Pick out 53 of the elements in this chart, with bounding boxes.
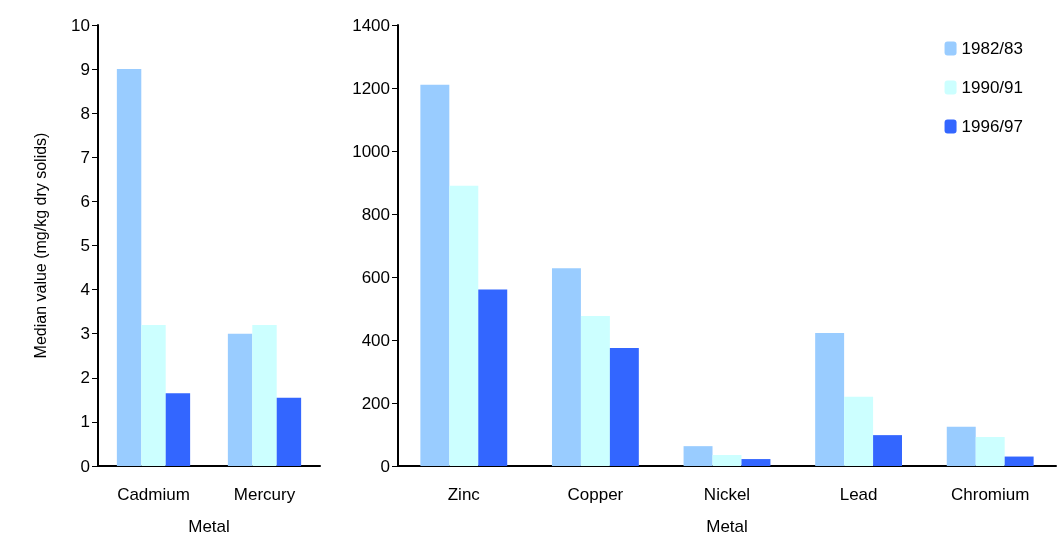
bar: [276, 397, 302, 466]
x-tick-label: Chromium: [951, 485, 1030, 504]
y-tick-label: 1000: [352, 141, 390, 161]
y-tick-label: 3: [80, 324, 90, 344]
bar: [609, 347, 639, 466]
x-tick-label: Nickel: [703, 485, 751, 504]
y-tick-label: 200: [361, 393, 390, 413]
x-tick-label: Lead: [839, 485, 878, 504]
x-tick-label: Copper: [567, 485, 624, 504]
y-tick-label: 9: [80, 59, 90, 79]
y-tick-label: 2: [80, 368, 90, 388]
y-tick-label: 1: [80, 412, 90, 432]
y-tick-label: 7: [80, 147, 90, 167]
bar: [449, 185, 479, 466]
bar: [580, 316, 610, 466]
bar: [815, 333, 845, 466]
y-tick-label: 0: [80, 456, 90, 476]
bar: [420, 84, 450, 466]
y-tick-label: 400: [361, 330, 390, 350]
x-tick-label: Zinc: [447, 485, 481, 504]
y-tick-label: 600: [361, 267, 390, 287]
y-tick-label: 4: [80, 280, 90, 300]
x-tick-label: Mercury: [233, 485, 296, 504]
x-axis-title: Metal: [188, 517, 230, 536]
y-tick-label: 1400: [352, 15, 390, 35]
y-tick-label: 8: [80, 103, 90, 123]
y-tick-label: 10: [71, 15, 90, 35]
bar: [975, 437, 1005, 466]
y-tick-label: 0: [380, 456, 390, 476]
x-axis-title: Metal: [706, 517, 748, 536]
legend-label: 1996/97: [961, 117, 1023, 136]
bar: [712, 454, 742, 466]
bar: [1004, 456, 1034, 466]
legend-label: 1990/91: [961, 78, 1023, 97]
bar: [227, 333, 253, 466]
y-tick-label: 800: [361, 204, 390, 224]
x-tick-label: Cadmium: [117, 485, 190, 504]
y-axis-title: Median value (mg/kg dry solids): [31, 132, 49, 359]
bar: [946, 426, 976, 466]
bar: [116, 69, 142, 466]
bar: [252, 324, 277, 466]
y-tick-label: 1200: [352, 78, 390, 98]
bar: [741, 459, 771, 466]
y-tick-label: 6: [80, 191, 90, 211]
bar: [478, 289, 508, 466]
y-tick-label: 5: [80, 236, 90, 255]
bar: [683, 446, 713, 466]
bar: [844, 396, 874, 466]
bar: [873, 435, 903, 466]
legend-label: 1982/83: [961, 39, 1023, 58]
bar: [141, 324, 166, 466]
bar: [551, 268, 581, 466]
bar: [165, 393, 191, 466]
